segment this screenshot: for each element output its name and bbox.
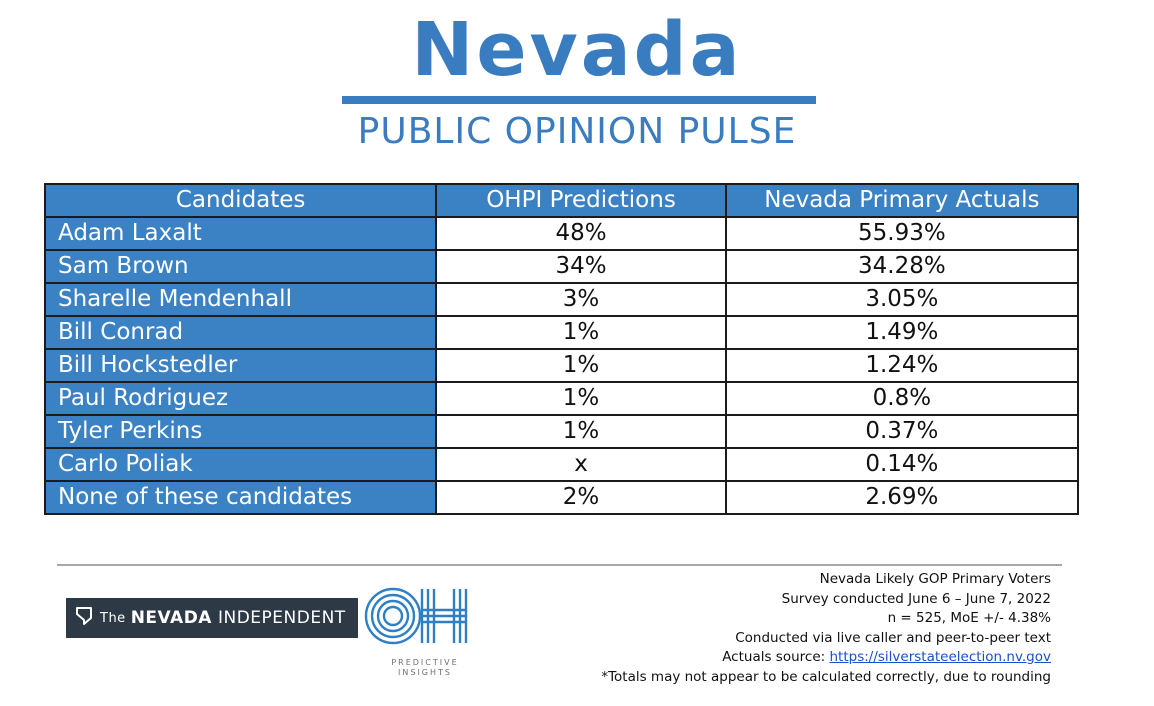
actual-value: 55.93% — [724, 216, 1080, 251]
table-row: Paul Rodriguez 1% 0.8% — [43, 381, 1080, 416]
table-row: Sharelle Mendenhall 3% 3.05% — [43, 282, 1080, 317]
candidate-name: Adam Laxalt — [43, 216, 438, 251]
column-header: Candidates — [43, 183, 438, 218]
oh-predictive-insights-logo — [364, 585, 472, 652]
candidate-name: Sharelle Mendenhall — [43, 282, 438, 317]
actual-value: 34.28% — [724, 249, 1080, 284]
actual-value: 1.49% — [724, 315, 1080, 350]
candidate-name: Paul Rodriguez — [43, 381, 438, 416]
page-title: Nevada — [411, 7, 743, 93]
candidate-name: Carlo Poliak — [43, 447, 438, 482]
table-header-row: Candidates OHPI Predictions Nevada Prima… — [43, 183, 1080, 218]
title-underline — [342, 96, 816, 104]
actual-value: 0.14% — [724, 447, 1080, 482]
nevada-shape-icon — [76, 606, 92, 631]
source-label: Actuals source: — [722, 649, 830, 665]
prediction-value: 3% — [435, 282, 727, 317]
table-row: Tyler Perkins 1% 0.37% — [43, 414, 1080, 449]
notes-rounding: *Totals may not appear to be calculated … — [601, 668, 1051, 685]
column-header: OHPI Predictions — [435, 183, 727, 218]
candidate-name: Tyler Perkins — [43, 414, 438, 449]
notes-source: Actuals source: https://silverstateelect… — [601, 648, 1051, 668]
logo-nevada-text: NEVADA — [130, 608, 212, 628]
prediction-value: 1% — [435, 315, 727, 350]
actual-value: 2.69% — [724, 480, 1080, 515]
logo-the-text: The — [100, 610, 126, 626]
prediction-value: x — [435, 447, 727, 482]
notes-method: Conducted via live caller and peer-to-pe… — [735, 629, 1051, 646]
prediction-value: 34% — [435, 249, 727, 284]
nevada-independent-logo: The NEVADA INDEPENDENT — [66, 598, 358, 638]
actual-value: 0.37% — [724, 414, 1080, 449]
table-row: Adam Laxalt 48% 55.93% — [43, 216, 1080, 251]
candidate-name: Bill Hockstedler — [43, 348, 438, 383]
actual-value: 1.24% — [724, 348, 1080, 383]
oh-caption-line-2: INSIGHTS — [398, 668, 452, 677]
candidate-name: Sam Brown — [43, 249, 438, 284]
oh-caption: PREDICTIVE INSIGHTS — [378, 658, 472, 678]
actual-value: 0.8% — [724, 381, 1080, 416]
actual-value: 3.05% — [724, 282, 1080, 317]
table-row: Bill Hockstedler 1% 1.24% — [43, 348, 1080, 383]
table-row: None of these candidates 2% 2.69% — [43, 480, 1080, 515]
prediction-value: 1% — [435, 414, 727, 449]
logo-independent-text: INDEPENDENT — [217, 608, 346, 628]
notes-dates: Survey conducted June 6 – June 7, 2022 — [781, 590, 1051, 607]
notes-sample: n = 525, MoE +/- 4.38% — [887, 610, 1051, 626]
prediction-value: 1% — [435, 348, 727, 383]
survey-notes: Nevada Likely GOP Primary Voters Survey … — [601, 570, 1051, 687]
prediction-value: 48% — [435, 216, 727, 251]
footer-divider — [57, 564, 1062, 566]
prediction-value: 2% — [435, 480, 727, 515]
table-row: Sam Brown 34% 34.28% — [43, 249, 1080, 284]
candidate-name: None of these candidates — [43, 480, 438, 515]
notes-population: Nevada Likely GOP Primary Voters — [819, 571, 1051, 587]
results-table: Candidates OHPI Predictions Nevada Prima… — [43, 183, 1080, 515]
oh-caption-line-1: PREDICTIVE — [391, 658, 459, 667]
candidate-name: Bill Conrad — [43, 315, 438, 350]
page-subtitle: PUBLIC OPINION PULSE — [357, 111, 797, 152]
table-row: Bill Conrad 1% 1.49% — [43, 315, 1080, 350]
source-link[interactable]: https://silverstateelection.nv.gov — [829, 649, 1051, 665]
table-row: Carlo Poliak x 0.14% — [43, 447, 1080, 482]
column-header: Nevada Primary Actuals — [724, 183, 1080, 218]
prediction-value: 1% — [435, 381, 727, 416]
